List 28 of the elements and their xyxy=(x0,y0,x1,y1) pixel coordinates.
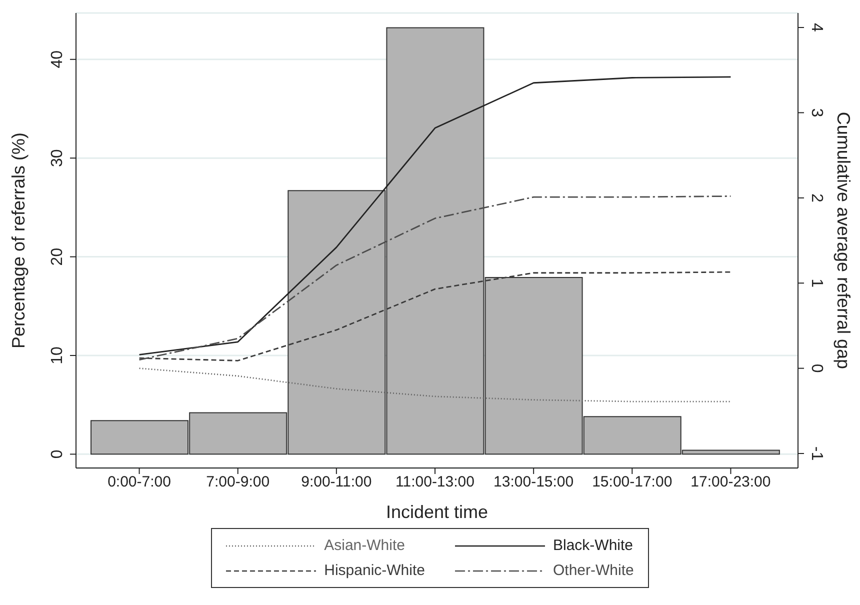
y2-tick-label: 2 xyxy=(808,193,825,202)
x-tick-label: 11:00-13:00 xyxy=(396,474,474,491)
x-axis-title: Incident time xyxy=(386,502,488,522)
y-tick-label: 30 xyxy=(49,149,66,167)
line-series xyxy=(138,368,732,402)
x-tick-label: 17:00-23:00 xyxy=(690,474,771,491)
y2-tick-label: 0 xyxy=(808,364,825,373)
text: Hispanic-White xyxy=(324,562,425,579)
y-tick-label: 20 xyxy=(49,248,66,266)
text: Asian-White xyxy=(324,537,405,554)
y2-tick-label: -1 xyxy=(808,446,825,461)
text: Black-White xyxy=(553,537,634,554)
line-series xyxy=(138,76,732,356)
line-series xyxy=(138,195,732,360)
y2-axis-title: Cumulative average referral gap xyxy=(834,112,854,370)
x-tick-label: 15:00-17:00 xyxy=(592,474,672,491)
y2-tick-label: 4 xyxy=(808,23,825,32)
y-tick-label: 10 xyxy=(49,346,66,364)
y2-tick-label: 3 xyxy=(808,108,825,118)
y-tick-label: 40 xyxy=(49,50,66,68)
x-tick-label: 13:00-15:00 xyxy=(494,474,574,491)
x-tick-label: 9:00-11:00 xyxy=(301,474,372,491)
y2-tick-label: 1 xyxy=(808,278,825,288)
x-tick-label: 7:00-9:00 xyxy=(206,474,270,491)
text: Other-White xyxy=(553,562,634,579)
y-axis-title: Percentage of referrals (%) xyxy=(8,132,28,349)
x-tick-label: 0:00-7:00 xyxy=(108,474,171,491)
y-tick-label: 0 xyxy=(49,450,66,459)
